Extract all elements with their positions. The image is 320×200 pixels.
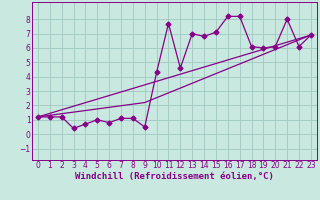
X-axis label: Windchill (Refroidissement éolien,°C): Windchill (Refroidissement éolien,°C)	[75, 172, 274, 181]
